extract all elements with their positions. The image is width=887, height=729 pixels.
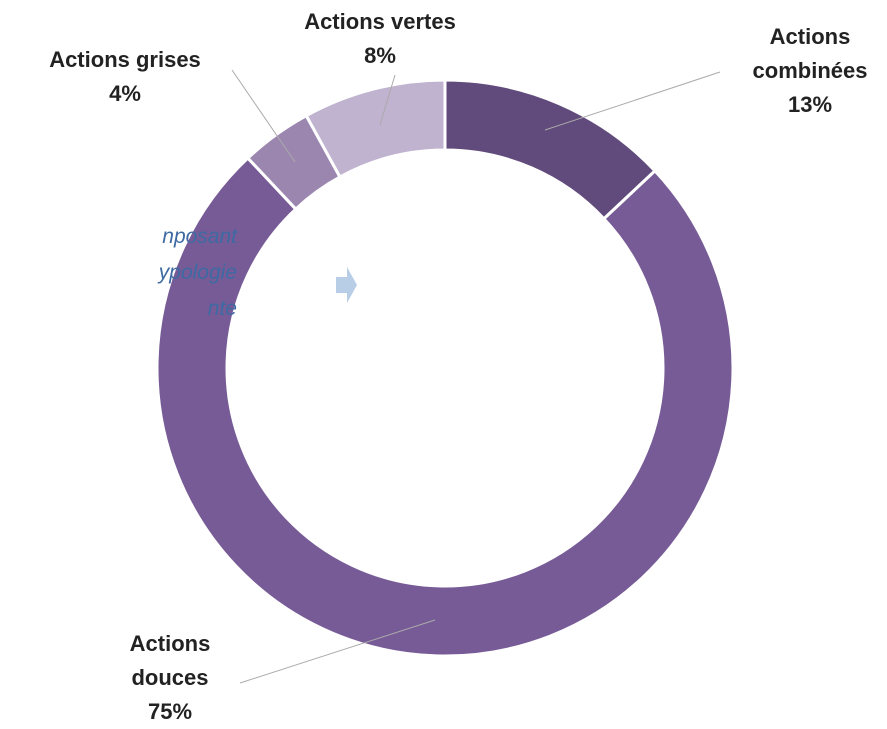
value-label: 4% xyxy=(109,81,141,106)
value-label: 75% xyxy=(147,699,193,724)
data-label: Actions vertes 8% xyxy=(280,5,480,73)
donut-segment xyxy=(443,78,658,221)
leader-line xyxy=(231,69,296,163)
data-label: Actions grises 4% xyxy=(0,43,250,111)
category-label: Actions douces xyxy=(129,631,211,690)
value-label: 13% xyxy=(787,92,833,117)
category-label: Actions combinées xyxy=(752,24,868,83)
value-label: 8% xyxy=(364,43,396,68)
annotation: nposant xyxy=(162,225,237,248)
annotation: nte xyxy=(207,297,237,320)
data-label: Actions combinées 13% xyxy=(735,20,885,122)
annotation: ypologie xyxy=(158,261,237,284)
category-label: Actions vertes xyxy=(304,9,456,34)
data-label: Actions douces 75% xyxy=(105,627,235,729)
leader-line xyxy=(544,71,721,131)
arrow xyxy=(336,267,357,303)
leader-line xyxy=(239,619,436,684)
category-label: Actions grises xyxy=(49,47,201,72)
leader-line xyxy=(379,74,396,126)
donut-segment xyxy=(155,155,735,658)
donut-segment xyxy=(304,78,447,180)
